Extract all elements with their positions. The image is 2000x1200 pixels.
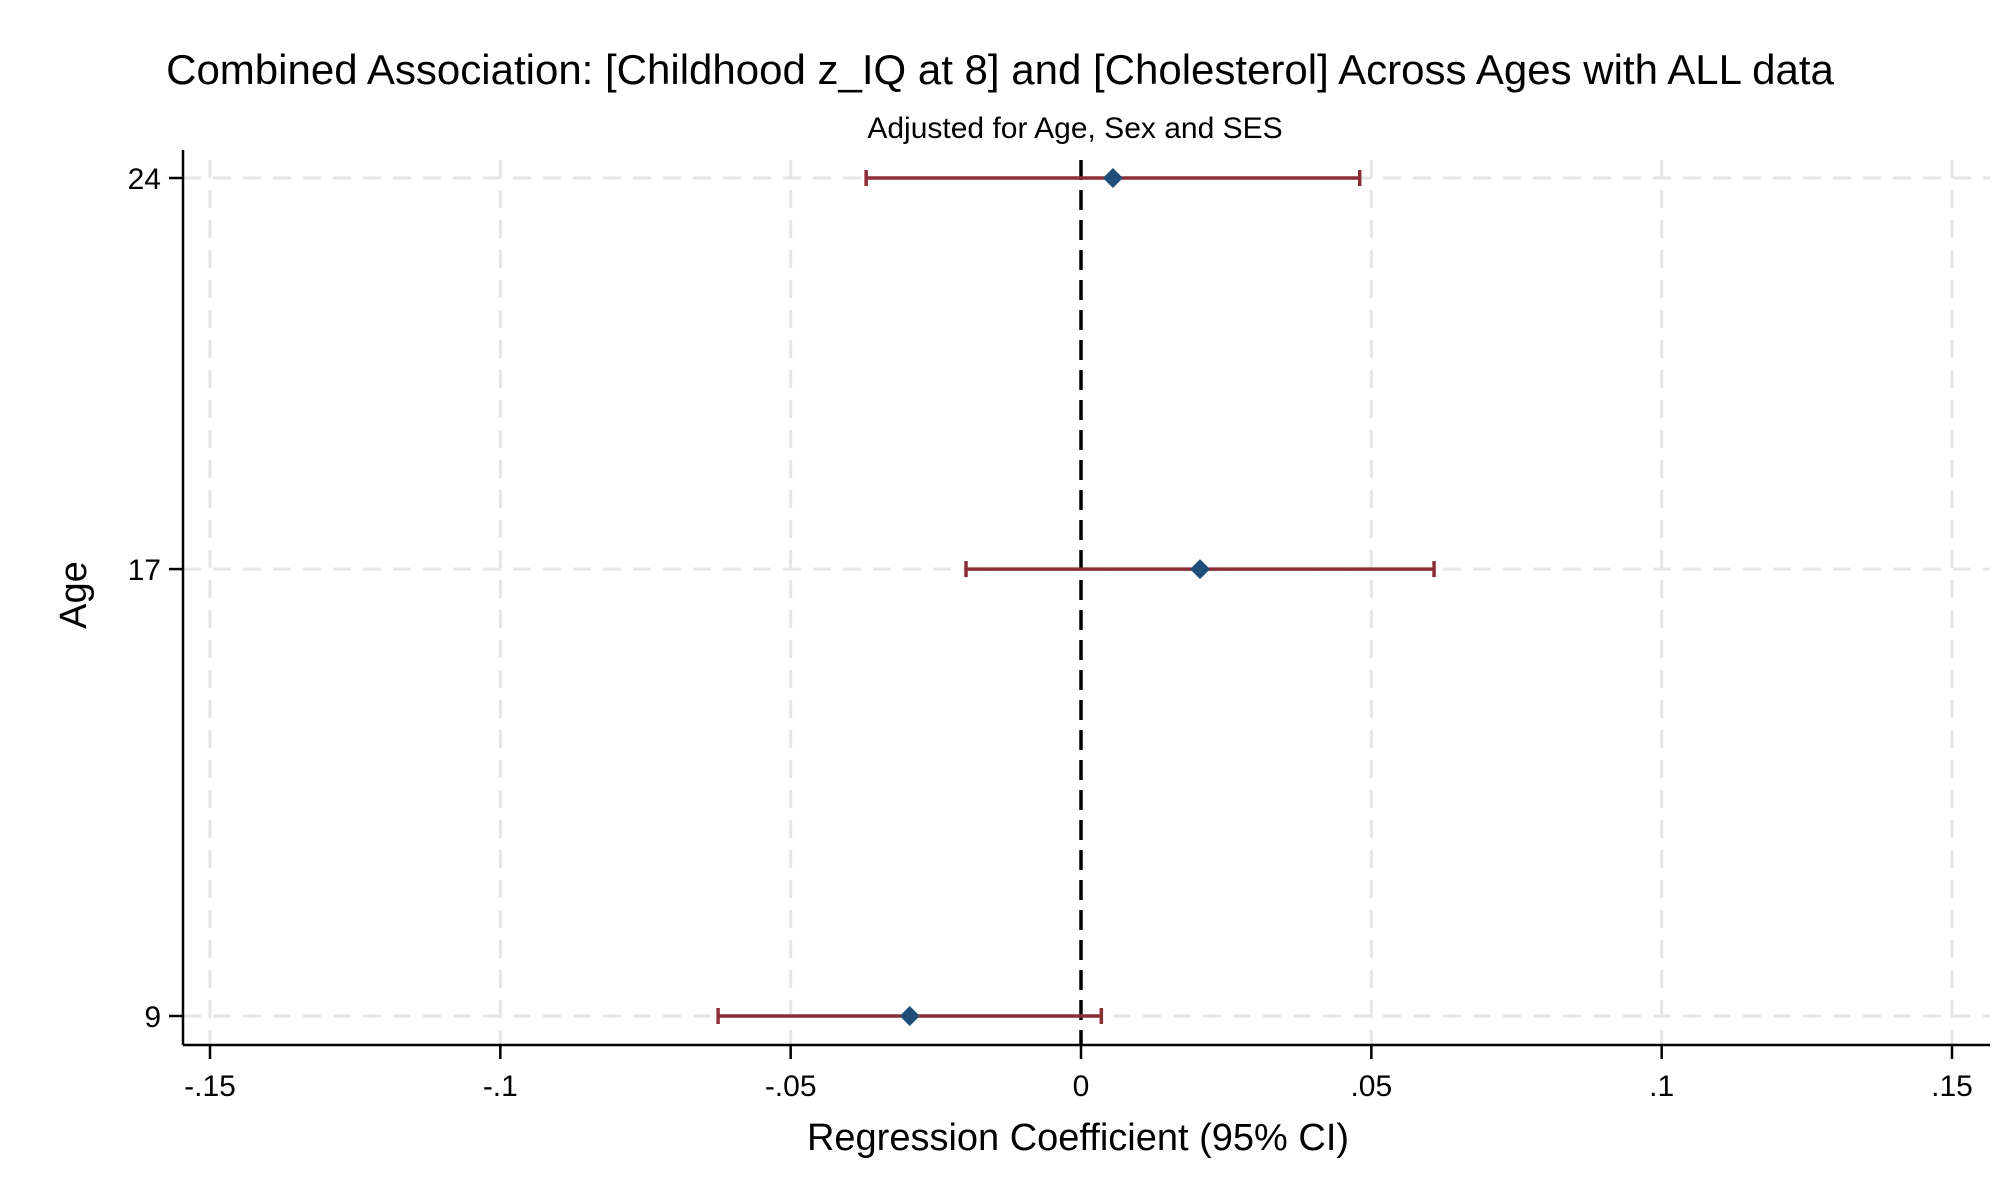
grid-lines — [183, 160, 1990, 1045]
y-axis-title: Age — [53, 561, 95, 629]
axes: -.15 -.1 -.05 0 .05 .1 .15 9 17 24 — [128, 150, 1990, 1103]
x-tick-label: -.05 — [765, 1070, 817, 1103]
x-tick-label: .05 — [1350, 1070, 1392, 1103]
point-marker — [899, 1006, 920, 1026]
y-tick-label: 24 — [128, 163, 161, 196]
point-marker — [1190, 559, 1211, 580]
chart-subtitle: Adjusted for Age, Sex and SES — [867, 112, 1282, 145]
point-marker — [1102, 168, 1123, 188]
ci-point-group — [716, 1006, 1104, 1026]
ci-point-group — [964, 559, 1436, 580]
x-tick-label: .15 — [1931, 1070, 1973, 1103]
y-tick-label: 9 — [144, 1001, 161, 1034]
chart-title: Combined Association: [Childhood z_IQ at… — [166, 46, 1834, 93]
x-tick-label: 0 — [1073, 1070, 1090, 1103]
data-points — [716, 168, 1436, 1026]
y-tick-label: 17 — [128, 554, 161, 587]
x-tick-label: -.15 — [184, 1070, 236, 1103]
ci-point-group — [864, 168, 1362, 188]
x-axis-title: Regression Coefficient (95% CI) — [807, 1117, 1349, 1159]
x-tick-label: .1 — [1649, 1070, 1674, 1103]
x-tick-label: -.1 — [483, 1070, 518, 1103]
